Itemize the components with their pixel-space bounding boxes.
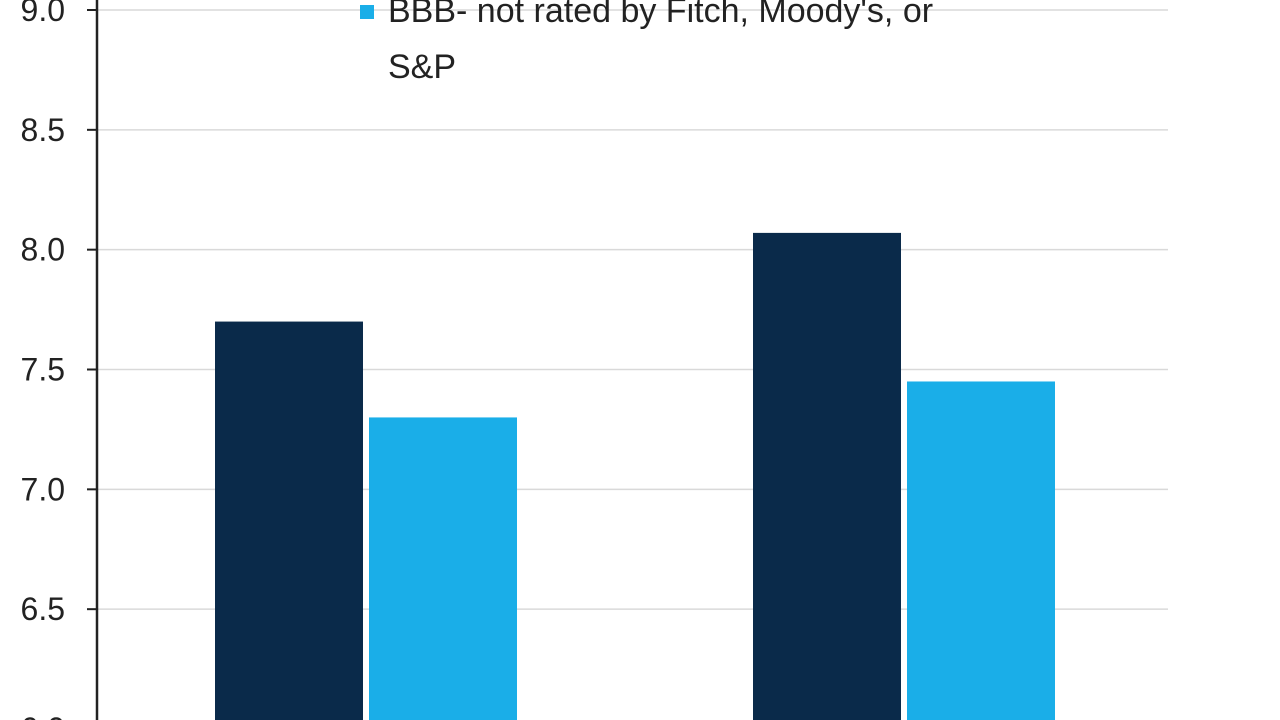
y-tick-label: 8.5: [21, 112, 65, 148]
legend-swatch-bbb-not-rated: [360, 5, 374, 19]
bar-series-2-group-1: [369, 417, 517, 720]
legend-label-line-1: BBB- not rated by Fitch, Moody's, or: [388, 0, 933, 30]
y-tick-label: 7.5: [21, 352, 65, 388]
y-tick-label: 8.0: [21, 232, 65, 268]
bar-series-1-group-2: [753, 232, 901, 720]
y-tick-label: 9.0: [21, 0, 65, 28]
y-tick-label: 6.5: [21, 591, 65, 627]
bars: [215, 232, 1055, 720]
legend-label-line-2: S&P: [388, 48, 456, 86]
y-tick-label: 6.0: [21, 711, 65, 720]
bar-series-2-group-2: [907, 381, 1055, 720]
legend: BBB- not rated by Fitch, Moody's, or S&P: [360, 0, 933, 86]
bar-series-1-group-1: [215, 321, 363, 720]
y-axis-ticks: 6.0 6.5 7.0 7.5 8.0 8.5 9.0: [21, 0, 97, 720]
y-tick-label: 7.0: [21, 471, 65, 507]
